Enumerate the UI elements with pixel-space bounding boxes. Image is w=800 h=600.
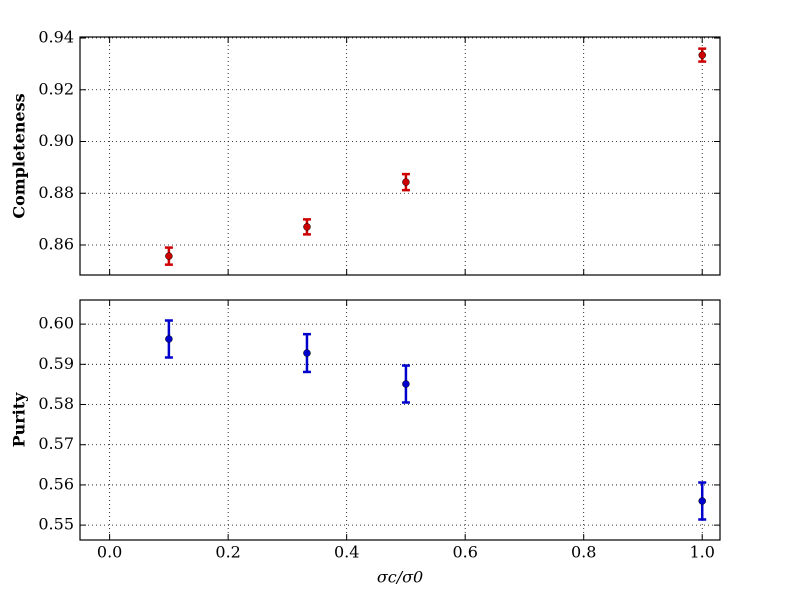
point [698,497,706,505]
x-tick-label: 0.2 [215,543,240,562]
y-tick-label: 0.58 [38,394,74,413]
y-tick-label: 0.57 [38,434,74,453]
y-tick-label: 0.90 [38,131,74,150]
y-axis-label: Purity [10,392,29,448]
point [698,51,706,59]
y-tick-label: 0.94 [38,28,74,47]
x-tick-label: 1.0 [689,543,714,562]
x-axis-label: σc/σ0 [377,568,423,587]
point [303,223,311,231]
y-tick-label: 0.92 [38,79,74,98]
plot-frame [79,299,721,541]
y-axis-label: Completeness [10,93,29,218]
point [303,349,311,357]
y-tick-label: 0.56 [38,474,74,493]
plot-frame [79,36,721,276]
x-tick-label: 0.6 [452,543,477,562]
y-tick-label: 0.88 [38,183,74,202]
point [165,335,173,343]
point [402,178,410,186]
x-tick-label: 0.8 [571,543,596,562]
point [165,252,173,260]
y-tick-label: 0.59 [38,354,74,373]
x-tick-label: 0.0 [97,543,122,562]
x-tick-label: 0.4 [334,543,359,562]
y-tick-label: 0.86 [38,234,74,253]
y-tick-label: 0.55 [38,515,74,534]
y-tick-label: 0.60 [38,314,74,333]
point [402,380,410,388]
